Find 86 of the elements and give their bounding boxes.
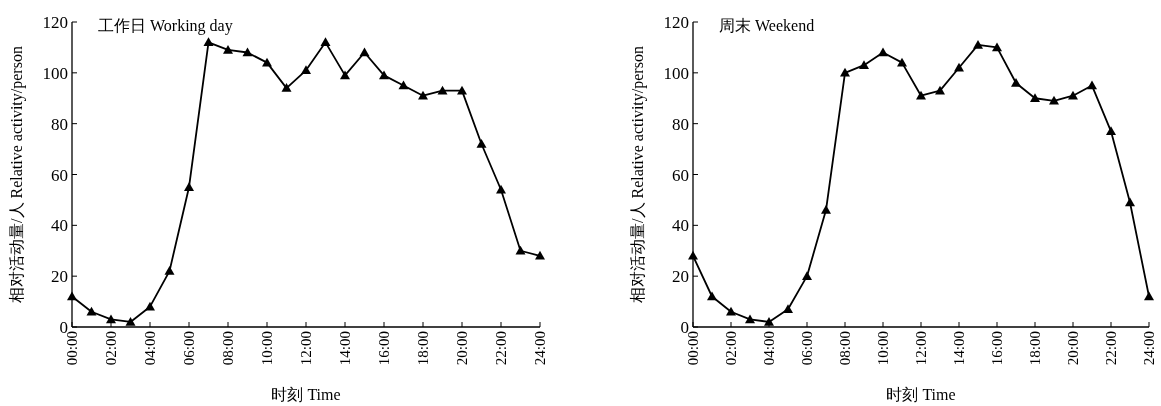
x-tick-label: 08:00: [837, 331, 853, 366]
y-tick-label: 60: [51, 165, 68, 185]
point: [878, 47, 888, 57]
x-tick-label: 02:00: [103, 331, 119, 366]
x-tick-label: 18:00: [1027, 331, 1043, 366]
point: [1144, 291, 1154, 301]
point: [992, 42, 1002, 52]
x-tick-label: 10:00: [259, 331, 275, 366]
x-tick-label: 16:00: [989, 331, 1005, 366]
x-tick-label: 18:00: [415, 331, 431, 366]
point: [281, 83, 292, 92]
y-tick-label: 120: [42, 13, 68, 32]
point: [476, 139, 487, 148]
point: [125, 316, 136, 326]
point: [320, 37, 331, 47]
x-tick-label: 14:00: [951, 331, 967, 366]
point: [1087, 80, 1097, 90]
y-tick-label: 20: [672, 267, 689, 287]
x-axis-title: 时刻 Time: [271, 386, 341, 403]
point: [1049, 95, 1059, 105]
point: [1011, 78, 1021, 87]
x-tick-label: 04:00: [142, 331, 158, 366]
x-tick-label: 08:00: [220, 331, 236, 366]
point: [496, 184, 506, 194]
point: [745, 314, 755, 324]
chart-title: 工作日 Working day: [98, 17, 233, 35]
x-tick-label: 20:00: [1065, 331, 1081, 366]
x-tick-label: 10:00: [875, 331, 891, 366]
point: [203, 37, 214, 47]
y-axis-title: 相对活动量/人 Relative activity/person: [629, 46, 647, 303]
x-tick-label: 12:00: [913, 331, 929, 366]
x-tick-label: 06:00: [799, 331, 815, 366]
point: [535, 250, 545, 260]
point: [954, 62, 964, 72]
point: [688, 250, 698, 260]
x-tick-label: 24:00: [532, 331, 548, 366]
x-tick-label: 22:00: [1103, 331, 1119, 366]
point: [398, 80, 409, 90]
y-tick-label: 0: [59, 318, 68, 337]
y-tick-label: 120: [663, 13, 689, 32]
point: [783, 304, 793, 313]
point: [86, 306, 97, 316]
point: [223, 44, 233, 54]
point: [301, 65, 311, 75]
point: [1030, 93, 1040, 102]
x-axis-title: 时刻 Time: [886, 386, 956, 403]
x-tick-label: 02:00: [723, 331, 739, 366]
point: [1106, 126, 1116, 136]
point: [67, 291, 77, 301]
y-tick-label: 100: [663, 63, 689, 83]
point: [821, 205, 831, 214]
point: [707, 291, 717, 301]
x-tick-label: 24:00: [1141, 331, 1157, 366]
point: [726, 306, 736, 316]
point: [1125, 197, 1135, 207]
x-tick-label: 20:00: [454, 331, 470, 366]
y-tick-label: 80: [51, 114, 68, 134]
y-tick-label: 20: [51, 267, 68, 287]
x-tick-label: 06:00: [181, 331, 197, 366]
point: [359, 47, 370, 57]
y-axis-title: 相对活动量/人 Relative activity/person: [8, 46, 26, 303]
x-tick-label: 12:00: [298, 331, 314, 366]
point: [106, 314, 116, 324]
x-tick-label: 22:00: [493, 331, 509, 366]
x-tick-label: 16:00: [376, 331, 392, 366]
point: [802, 271, 812, 280]
y-tick-label: 60: [672, 165, 689, 185]
x-tick-label: 14:00: [337, 331, 353, 366]
y-tick-label: 80: [672, 114, 689, 134]
point: [340, 70, 350, 80]
point: [859, 60, 869, 69]
point: [437, 85, 448, 95]
point: [242, 47, 253, 57]
point: [515, 245, 526, 255]
point: [379, 70, 389, 80]
y-tick-label: 40: [51, 216, 68, 236]
point: [840, 67, 850, 77]
x-tick-label: 04:00: [761, 331, 777, 366]
chart-title: 周末 Weekend: [719, 17, 815, 34]
point: [184, 182, 194, 191]
y-tick-label: 40: [672, 216, 689, 236]
y-tick-label: 0: [680, 318, 689, 337]
point: [973, 39, 983, 49]
y-tick-label: 100: [42, 63, 68, 83]
point: [164, 266, 175, 275]
point: [764, 316, 774, 326]
